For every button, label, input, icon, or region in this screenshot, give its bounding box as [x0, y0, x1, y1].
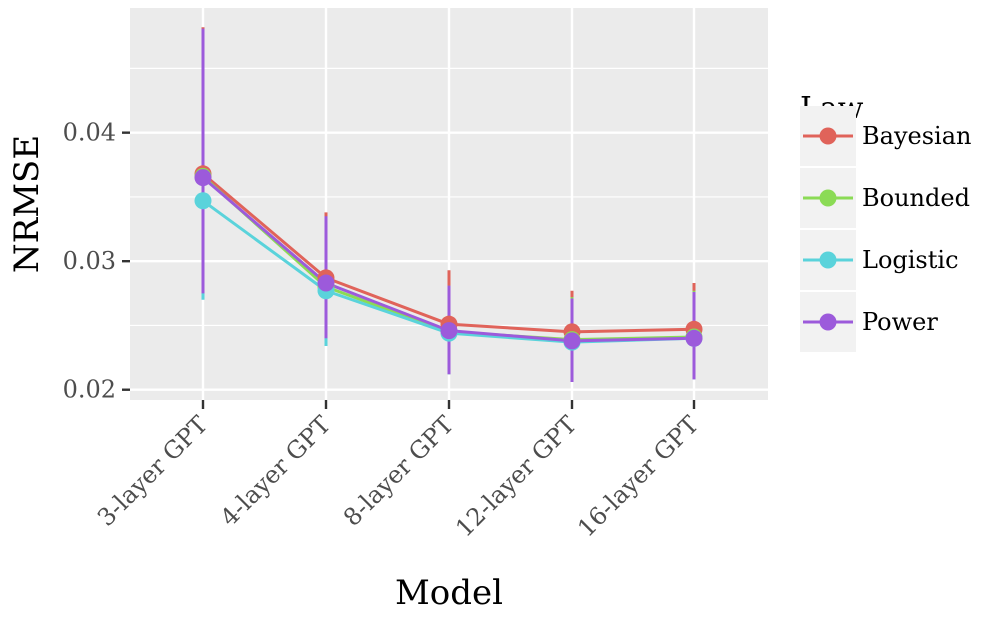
x-tick-label: 16-layer GPT: [572, 410, 704, 542]
legend-key-point: [819, 189, 837, 207]
x-tick-label: 3-layer GPT: [92, 410, 213, 531]
legend-label: Bounded: [862, 184, 970, 212]
y-tick-label: 0.02: [63, 376, 116, 404]
legend-label: Bayesian: [862, 122, 971, 150]
y-tick-label: 0.04: [63, 119, 116, 147]
legend-label: Power: [862, 308, 938, 336]
legend-label: Logistic: [862, 246, 959, 274]
data-point: [317, 274, 335, 292]
x-tick-label: 4-layer GPT: [215, 410, 336, 531]
y-axis-title: NRMSE: [7, 135, 47, 273]
legend-key-point: [819, 251, 837, 269]
data-point: [194, 192, 212, 210]
y-axis: 0.02 0.03 0.04: [63, 119, 130, 404]
x-tick-label: 8-layer GPT: [338, 410, 459, 531]
series-layer: [194, 27, 703, 383]
data-point: [685, 329, 703, 347]
data-point: [440, 322, 458, 340]
x-axis: 3-layer GPT 4-layer GPT 8-layer GPT12-laye…: [92, 400, 704, 543]
legend-key-point: [819, 127, 837, 145]
series-points: [194, 165, 703, 351]
x-axis-title: Model: [395, 573, 503, 613]
legend-key-point: [819, 313, 837, 331]
x-tick-label: 12-layer GPT: [450, 410, 582, 542]
y-tick-label: 0.03: [63, 247, 116, 275]
data-point: [563, 332, 581, 350]
data-point: [194, 169, 212, 187]
